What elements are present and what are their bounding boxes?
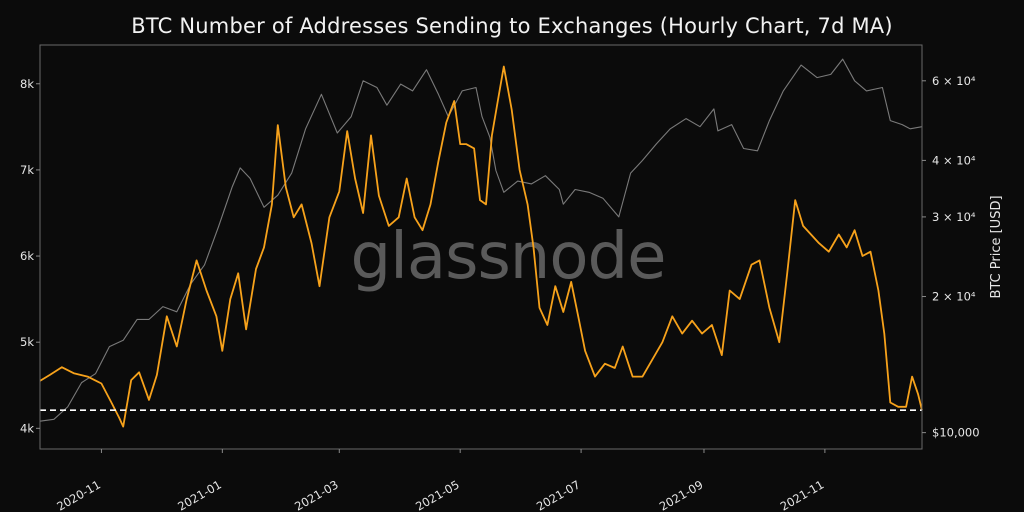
x-tick-label: 2021-03: [292, 477, 341, 512]
x-tick-label: 2021-05: [413, 477, 462, 512]
x-tick-label: 2021-07: [534, 477, 583, 512]
y-right-tick-label: 3 × 10⁴: [932, 210, 976, 224]
y-left-tick-label: 6k: [20, 249, 34, 263]
y-axis-left: 4k 5k 6k 7k 8k: [20, 77, 40, 435]
x-tick-label: 2020-11: [54, 477, 103, 512]
watermark: glassnode: [350, 220, 665, 294]
x-tick-label: 2021-01: [175, 477, 224, 512]
y-left-tick-label: 7k: [20, 163, 34, 177]
plot-frame: [39, 44, 923, 450]
y-left-tick-label: 4k: [20, 421, 34, 435]
series-layer: [39, 58, 923, 428]
y-axis-right: $10,000 2 × 10⁴ 3 × 10⁴ 4 × 10⁴ 6 × 10⁴: [922, 74, 980, 440]
addresses-line: [39, 65, 923, 428]
y-axis-right-label: BTC Price [USD]: [989, 195, 1004, 298]
chart-title: BTC Number of Addresses Sending to Excha…: [131, 14, 893, 38]
x-tick-label: 2021-11: [778, 477, 827, 512]
y-right-tick-label: 6 × 10⁴: [932, 74, 976, 88]
y-right-tick-label: 4 × 10⁴: [932, 153, 976, 167]
y-right-tick-label: $10,000: [932, 426, 980, 440]
x-tick-label: 2021-09: [657, 477, 706, 512]
y-right-tick-label: 2 × 10⁴: [932, 290, 976, 304]
y-left-tick-label: 5k: [20, 335, 34, 349]
x-axis: 2020-11 2021-01 2021-03 2021-05 2021-07 2021-…: [54, 449, 826, 512]
y-left-tick-label: 8k: [20, 77, 34, 91]
